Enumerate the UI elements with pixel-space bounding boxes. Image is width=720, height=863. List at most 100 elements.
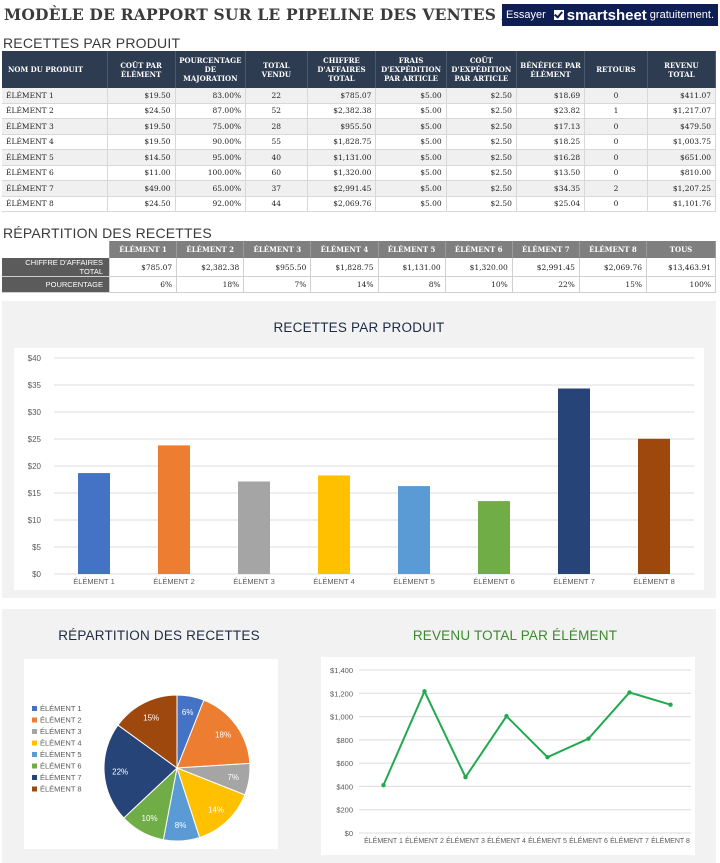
table-cell: $5.00 bbox=[375, 149, 447, 166]
y-tick-label: $10 bbox=[28, 516, 42, 525]
table-cell: $5.00 bbox=[375, 165, 447, 181]
legend-label: ÉLÉMENT 6 bbox=[40, 762, 82, 771]
y-tick-label: $35 bbox=[28, 381, 42, 390]
table-cell: $5.00 bbox=[375, 196, 447, 212]
col-header: BÉNÉFICE PAR ÉLÉMENT bbox=[516, 51, 586, 88]
pie-slice bbox=[103, 724, 178, 819]
pie-chart-title: RÉPARTITION DES RECETTES bbox=[58, 628, 260, 643]
table-cell: $24.50 bbox=[107, 196, 176, 212]
table-cell: ÉLÉMENT 4 bbox=[2, 134, 108, 150]
col-header: ÉLÉMENT 7 bbox=[512, 241, 580, 258]
table-cell: $785.07 bbox=[109, 258, 178, 277]
table-cell: $13,463.91 bbox=[646, 258, 716, 277]
report-title: MODÈLE DE RAPPORT SUR LE PIPELINE DES VE… bbox=[4, 5, 592, 24]
table-cell: $810.00 bbox=[647, 165, 717, 181]
table-cell: 0 bbox=[584, 165, 648, 181]
y-tick-label: $20 bbox=[28, 462, 42, 471]
bar bbox=[478, 501, 510, 574]
line-point bbox=[627, 690, 632, 695]
section-title-repartition: RÉPARTITION DES RECETTES bbox=[3, 225, 212, 241]
table-cell: $479.50 bbox=[647, 118, 717, 135]
table-cell: ÉLÉMENT 3 bbox=[2, 118, 108, 135]
pie-data-label: 18% bbox=[215, 731, 231, 740]
y-tick-label: $5 bbox=[32, 543, 41, 552]
y-tick-label: $400 bbox=[336, 782, 353, 791]
table-cell: 22 bbox=[245, 88, 308, 104]
col-header: NOM DU PRODUIT bbox=[2, 51, 108, 88]
table-cell: $955.50 bbox=[307, 118, 377, 135]
table-row: ÉLÉMENT 8 $24.50 92.00% 44 $2,069.76 $5.00 $2.… bbox=[2, 196, 717, 212]
col-header: TOTAL VENDU bbox=[245, 51, 308, 88]
y-tick-label: $0 bbox=[345, 829, 353, 838]
bar bbox=[318, 475, 350, 574]
x-tick-label: ÉLÉMENT 2 bbox=[153, 577, 195, 586]
table-cell: $1,207.25 bbox=[647, 180, 717, 197]
table-cell: $2,382.38 bbox=[176, 258, 245, 277]
legend-label: ÉLÉMENT 4 bbox=[40, 739, 82, 748]
table-cell: 18% bbox=[176, 276, 245, 293]
table-cell: $18.25 bbox=[516, 134, 586, 150]
legend-label: ÉLÉMENT 5 bbox=[40, 750, 82, 759]
table-cell: $1,131.00 bbox=[378, 258, 446, 277]
table-cell: ÉLÉMENT 1 bbox=[2, 88, 108, 104]
table-cell: $2,991.45 bbox=[512, 258, 580, 277]
table-cell: $1,217.07 bbox=[647, 103, 717, 119]
y-tick-label: $800 bbox=[336, 736, 353, 745]
pie-slice bbox=[117, 694, 178, 769]
bar-chart-title: RECETTES PAR PRODUIT bbox=[273, 320, 445, 335]
legend-swatch bbox=[32, 740, 37, 746]
revenue-breakdown-table: ÉLÉMENT 1 ÉLÉMENT 2 ÉLÉMENT 3 ÉLÉMENT 4 ÉLÉM… bbox=[2, 241, 716, 293]
col-header: ÉLÉMENT 6 bbox=[445, 241, 513, 258]
table-cell: $651.00 bbox=[647, 149, 717, 166]
table-row: CHIFFRE D'AFFAIRES TOTAL $785.07 $2,382.38… bbox=[2, 258, 716, 277]
y-tick-label: $1,200 bbox=[330, 689, 353, 698]
table-cell: 75.00% bbox=[175, 118, 247, 135]
x-tick-label: ÉLÉMENT 8 bbox=[633, 577, 675, 586]
bar bbox=[558, 388, 590, 574]
table-cell: $34.35 bbox=[516, 180, 586, 197]
table-cell: $19.50 bbox=[107, 118, 176, 135]
table-cell: $5.00 bbox=[375, 180, 447, 197]
legend-label: ÉLÉMENT 2 bbox=[40, 716, 82, 725]
table-cell: $2.50 bbox=[446, 118, 517, 135]
line-point bbox=[381, 782, 386, 788]
bar-chart: $0 $5 $10 $15 $20 $25 $30 $35 $40 ÉLÉMENT 1 ÉLÉMEN… bbox=[28, 354, 694, 586]
x-tick-label: ÉLÉMENT 5 bbox=[528, 836, 567, 845]
table-cell: 83.00% bbox=[175, 88, 247, 104]
x-tick-label: ÉLÉMENT 5 bbox=[393, 577, 435, 586]
legend-label: ÉLÉMENT 8 bbox=[40, 785, 82, 794]
table-cell: 0 bbox=[584, 134, 648, 150]
legend-swatch bbox=[32, 786, 37, 792]
pie-data-label: 6% bbox=[182, 708, 194, 717]
col-header: FRAIS D'EXPÉDITION PAR ARTICLE bbox=[375, 51, 447, 88]
legend-label: ÉLÉMENT 3 bbox=[40, 727, 82, 736]
table-cell: $2.50 bbox=[446, 165, 517, 181]
table-cell: $785.07 bbox=[307, 88, 377, 104]
table-cell: $18.69 bbox=[516, 88, 586, 104]
bottom-charts-panel: RÉPARTITION DES RECETTES 6% 18% 7% 14% 8% 10%… bbox=[2, 609, 716, 863]
bar bbox=[238, 481, 270, 574]
y-tick-label: $200 bbox=[336, 806, 353, 815]
table-cell: 95.00% bbox=[175, 149, 247, 166]
table-cell: $24.50 bbox=[107, 103, 176, 119]
bar bbox=[158, 445, 190, 574]
table-cell: $1,320.00 bbox=[445, 258, 513, 277]
table-cell: $49.00 bbox=[107, 180, 176, 197]
smartsheet-trial-banner[interactable]: Essayer smartsheet gratuitement. bbox=[502, 4, 718, 26]
line-point bbox=[545, 755, 550, 760]
pie-data-label: 15% bbox=[143, 713, 159, 722]
table-cell: $1,320.00 bbox=[307, 165, 377, 181]
x-tick-label: ÉLÉMENT 3 bbox=[446, 836, 485, 845]
x-tick-label: ÉLÉMENT 1 bbox=[73, 577, 115, 586]
pie-data-label: 22% bbox=[112, 768, 128, 777]
col-header: POURCENTAGE DE MAJORATION bbox=[175, 51, 247, 88]
table-cell: ÉLÉMENT 7 bbox=[2, 180, 108, 197]
table-cell: $5.00 bbox=[375, 118, 447, 135]
table-cell: ÉLÉMENT 2 bbox=[2, 103, 108, 119]
bar bbox=[638, 438, 670, 574]
legend-swatch bbox=[32, 729, 37, 734]
col-header: COÛT D'EXPÉDITION PAR ARTICLE bbox=[446, 51, 517, 88]
table-cell: 0 bbox=[584, 149, 648, 166]
table-cell: 6% bbox=[109, 276, 178, 293]
pie-data-label: 8% bbox=[175, 821, 187, 830]
